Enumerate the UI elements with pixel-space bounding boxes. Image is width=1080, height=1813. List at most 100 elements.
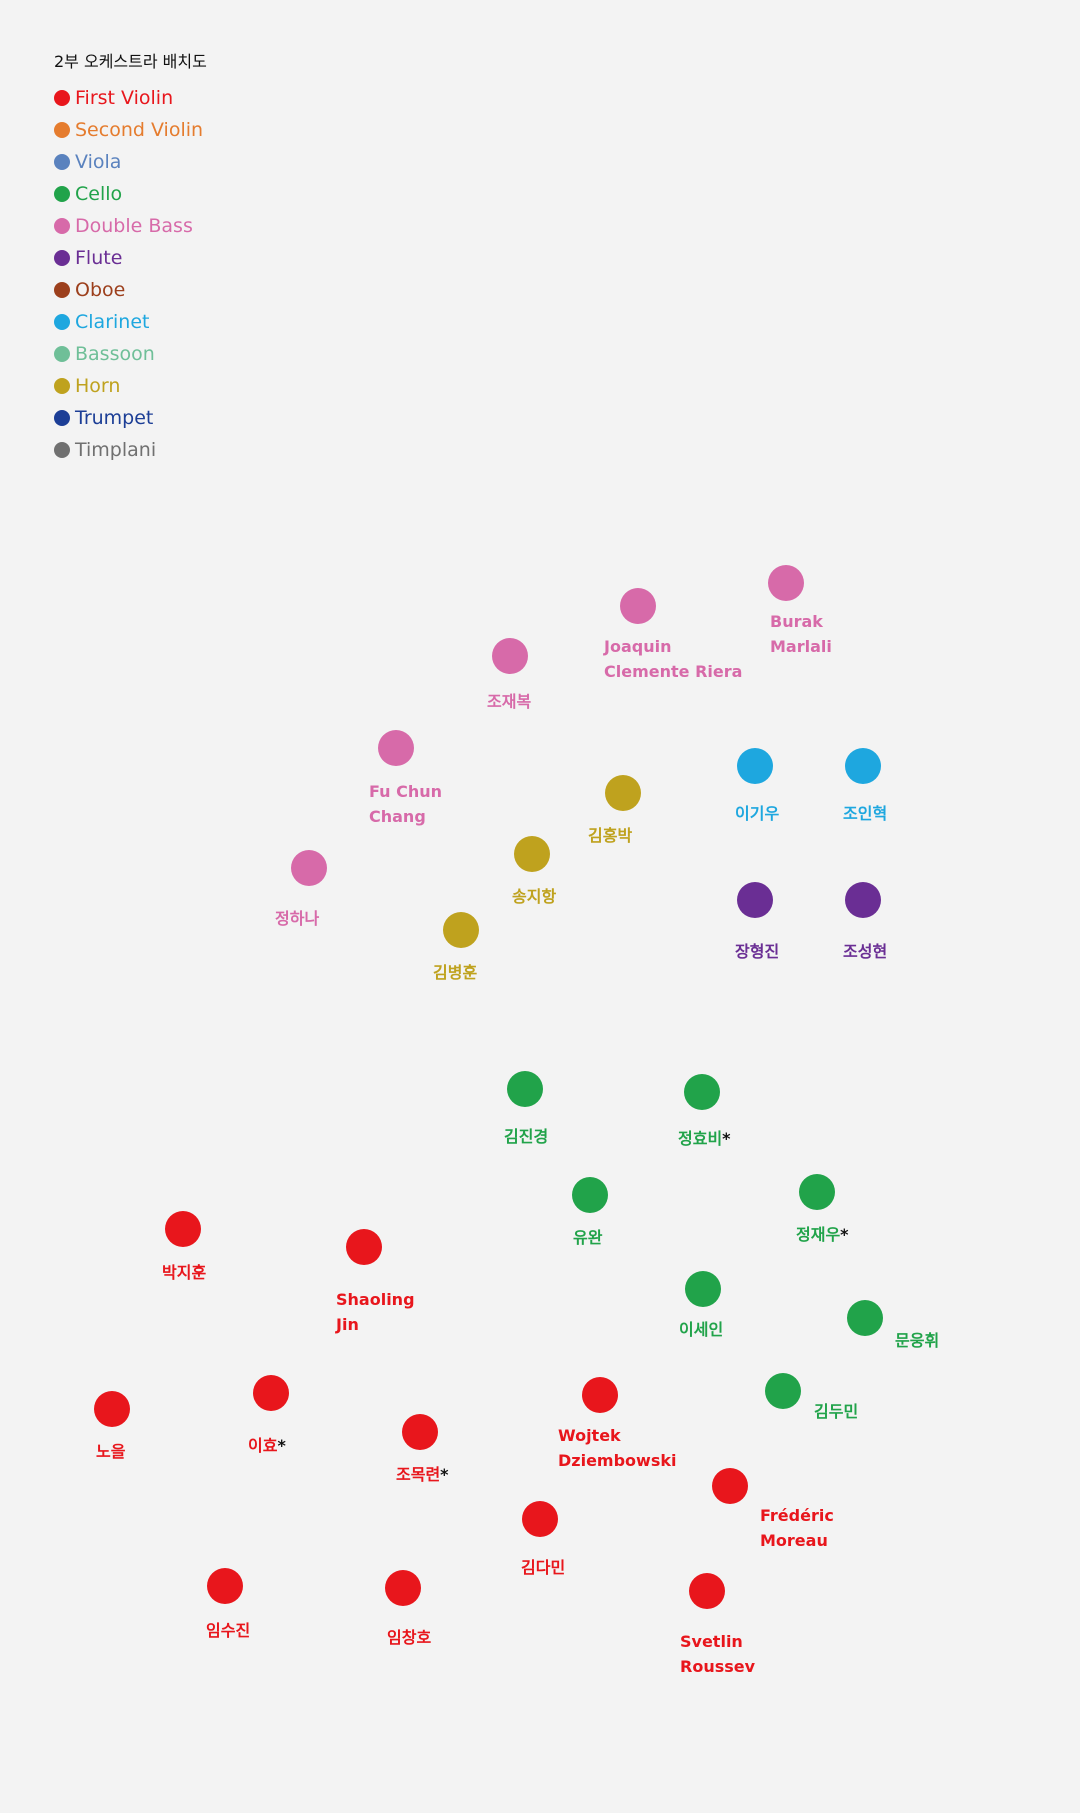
seat-name-line: Shaoling [336, 1290, 415, 1309]
seat-dot-icon [799, 1174, 835, 1210]
seat-label: 임수진 [206, 1618, 250, 1643]
seat-name-line: 김병훈 [433, 963, 478, 982]
seat-label: 조재복 [487, 689, 531, 714]
seat-dot-icon [492, 638, 528, 674]
seat-dot-icon [737, 748, 773, 784]
seat-label: 장형진 [735, 939, 779, 964]
legend-item: Double Bass [54, 210, 203, 242]
seat-dot-icon [165, 1211, 201, 1247]
legend-item: Timplani [54, 434, 203, 466]
seat-name-line: 장형진 [735, 942, 780, 961]
seat-name-line: 김다민 [521, 1558, 566, 1577]
seat-dot-icon [507, 1071, 543, 1107]
legend-item: Clarinet [54, 306, 203, 338]
seat-name-line: 정하나 [275, 909, 320, 928]
legend-dot-icon [54, 442, 70, 458]
seat-label: Shaoling Jin [336, 1287, 415, 1337]
seat-name-line: 김홍박 [588, 826, 633, 845]
legend-item: Horn [54, 370, 203, 402]
legend-dot-icon [54, 90, 70, 106]
seat-dot-icon [207, 1568, 243, 1604]
seat-label: 박지훈 [162, 1260, 206, 1285]
legend-dot-icon [54, 122, 70, 138]
seat-name-line: Dziembowski [558, 1451, 677, 1470]
legend-item: Cello [54, 178, 203, 210]
seat-name-line: Frédéric [760, 1506, 834, 1525]
seat-label: 이기우 [735, 801, 779, 826]
seat-name-line: Burak [770, 612, 823, 631]
legend-item: Viola [54, 146, 203, 178]
seat-name-line: 김두민 [814, 1402, 859, 1421]
seat-dot-icon [346, 1229, 382, 1265]
seat-label: Frédéric Moreau [760, 1503, 834, 1553]
principal-mark: * [722, 1129, 731, 1148]
legend-label: Flute [75, 247, 123, 269]
seat-label: 김진경 [504, 1124, 548, 1149]
seat-name-line: 이기우 [735, 804, 780, 823]
seat-label: Wojtek Dziembowski [558, 1423, 676, 1473]
seat-dot-icon [291, 850, 327, 886]
legend-item: Second Violin [54, 114, 203, 146]
seat-name-line: Jin [336, 1315, 359, 1334]
seat-dot-icon [443, 912, 479, 948]
seat-label: 김병훈 [433, 960, 477, 985]
legend-label: Second Violin [75, 119, 204, 141]
legend-dot-icon [54, 186, 70, 202]
seat-label: 조인혁 [843, 801, 887, 826]
legend-label: Oboe [75, 279, 126, 301]
seat-dot-icon [572, 1177, 608, 1213]
seat-name-line: 정재우* [796, 1225, 849, 1244]
seat-label: Svetlin Roussev [680, 1629, 755, 1679]
seat-name-line: Marlali [770, 637, 832, 656]
legend: First Violin Second Violin Viola Cello Doubl… [54, 82, 203, 466]
legend-label: Timplani [75, 439, 157, 461]
seat-label: 정하나 [275, 906, 319, 931]
legend-dot-icon [54, 282, 70, 298]
seat-label: Burak Marlali [770, 609, 832, 659]
page-title: 2부 오케스트라 배치도 [54, 52, 207, 71]
seat-label: 조목련* [396, 1462, 449, 1487]
seat-name-line: 유완 [573, 1228, 603, 1247]
seat-dot-icon [402, 1414, 438, 1450]
seat-label: 조성현 [843, 939, 887, 964]
seat-dot-icon [845, 882, 881, 918]
seat-name-line: 조목련* [396, 1465, 449, 1484]
seat-label: 송지항 [512, 884, 556, 909]
seat-name-line: Chang [369, 807, 426, 826]
seat-dot-icon [847, 1300, 883, 1336]
legend-item: Flute [54, 242, 203, 274]
seat-dot-icon [522, 1501, 558, 1537]
seat-name-line: Roussev [680, 1657, 756, 1676]
principal-mark: * [277, 1436, 286, 1455]
seat-dot-icon [737, 882, 773, 918]
seat-dot-icon [378, 730, 414, 766]
principal-mark: * [440, 1465, 449, 1484]
seat-name-line: Moreau [760, 1531, 828, 1550]
seat-label: 문웅휘 [895, 1328, 939, 1353]
seat-dot-icon [385, 1570, 421, 1606]
seat-dot-icon [253, 1375, 289, 1411]
seat-label: 유완 [573, 1225, 602, 1250]
seat-name-line: 문웅휘 [895, 1331, 940, 1350]
seat-label: 정재우* [796, 1222, 849, 1247]
seat-name-line: 송지항 [512, 887, 557, 906]
seat-dot-icon [94, 1391, 130, 1427]
legend-label: Horn [75, 375, 121, 397]
seat-dot-icon [685, 1271, 721, 1307]
legend-label: Double Bass [75, 215, 193, 237]
seat-label: 김다민 [521, 1555, 565, 1580]
seat-name-line: 박지훈 [162, 1263, 207, 1282]
seat-name-line: 이효* [248, 1436, 286, 1455]
seat-label: 김홍박 [588, 823, 632, 848]
seat-label: Joaquin Clemente Riera [604, 634, 742, 684]
legend-dot-icon [54, 154, 70, 170]
seat-dot-icon [845, 748, 881, 784]
seat-label: 김두민 [814, 1399, 858, 1424]
seat-name-line: 임창호 [387, 1628, 432, 1647]
legend-label: Bassoon [75, 343, 155, 365]
seat-label: 이세인 [679, 1317, 723, 1342]
seat-label: Fu Chun Chang [369, 779, 442, 829]
seat-name-line: Joaquin [604, 637, 672, 656]
seat-name-line: 김진경 [504, 1127, 549, 1146]
seat-label: 이효* [248, 1433, 286, 1458]
